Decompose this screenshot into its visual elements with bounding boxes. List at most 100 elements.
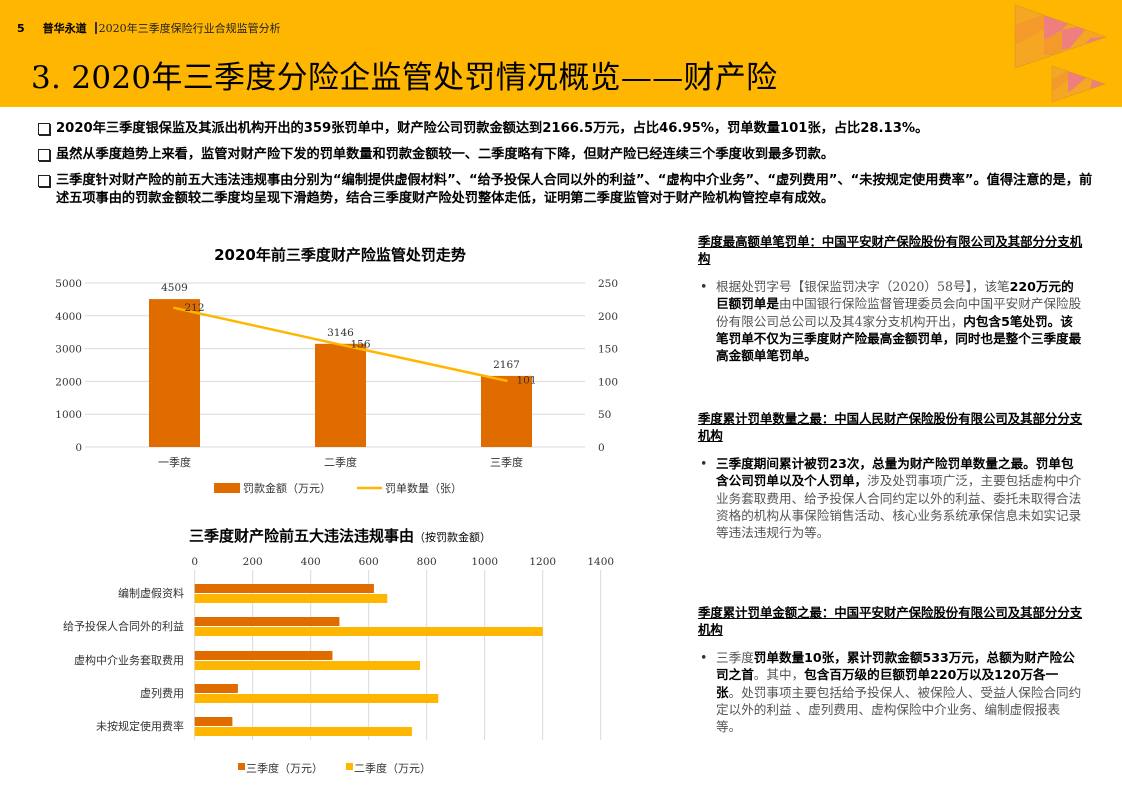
trend-chart: 0 0 1000 50 2000 100 3000 150 4000 200 5000 250 4509… [55,278,618,495]
x-axis-tick: 1000 [471,556,498,568]
bullet-dot-icon: • [700,650,708,665]
violation-bar-chart: 0 200 400 600 800 1000 1200 1400 编制虚假资料给予投保人合同外的… [63,556,614,775]
q3-bar [194,717,233,726]
category-label: 未按规定使用费率 [96,719,184,733]
bar-data-label: 3146 [327,327,354,339]
emphasis-text: 内包含5笔处罚。该笔罚单不仅为三季度财产险最高金额罚单，同时也是整个三季度最高金… [716,313,1082,364]
section-body: • 根据处罚字号【银保监罚决字（2020）58号】，该笔220万元的巨额罚单是由中… [698,278,1083,364]
q3-bar [194,651,333,660]
header-meta: 5 普华永道 2020年三季度保险行业合规监管分析 [17,20,281,36]
legend-label: 二季度（万元） [354,761,431,775]
left-axis-tick: 0 [75,442,82,454]
highest-single-fine-section: 季度最高额单笔罚单：中国平安财产保险股份有限公司及其部分分支机构 • 根据处罚字号… [698,233,1083,364]
violation-chart-subtitle: （按罚款金额） [414,531,491,544]
q2-bar [194,627,543,636]
section-heading: 季度最高额单笔罚单：中国平安财产保险股份有限公司及其部分分支机构 [698,234,1083,266]
legend-q2-swatch-icon [346,763,353,770]
summary-bullet: 2020年三季度银保监及其派出机构开出的359张罚单中，财产险公司罚款金额达到2… [38,120,1098,138]
report-subtitle: 2020年三季度保险行业合规监管分析 [98,22,281,35]
category-label: 一季度 [158,455,191,469]
body-text: 。处罚事项主要包括给予投保人、被保险人、受益人保险合同约定以外的利益 、虚列费用… [716,684,1082,735]
section-body: • 三季度期间累计被罚23次，总量为财产险罚单数量之最。罚单包含公司罚单以及个人罚… [698,455,1083,541]
left-axis-tick: 1000 [55,409,82,421]
section-heading: 季度累计罚单金额之最：中国平安财产保险股份有限公司及其部分分支机构 [698,605,1083,637]
checkbox-square-icon [38,149,50,161]
emphasis-text: 包含百万级的巨额罚单220万以及120万各一张 [716,667,1059,700]
emphasis-text: 三季度期间累计被罚23次，总量为财产险罚单数量之最。罚单包含公司罚单以及个人罚单… [716,456,1074,489]
right-axis-tick: 200 [598,311,618,323]
section-text: 三季度期间累计被罚23次，总量为财产险罚单数量之最。罚单包含公司罚单以及个人罚单… [716,456,1081,540]
bullet-text: 虽然从季度趋势上来看，监管对财产险下发的罚单数量和罚款金额较一、二季度略有下降，… [56,147,835,162]
body-text: 由中国银行保险监督管理委员会向中国平安财产保险股份有限公司总公司以及其4家分支机… [716,296,1082,329]
right-axis-tick: 150 [598,344,618,356]
page-number: 5 [17,21,25,35]
legend-label: 罚款金额（万元） [243,481,331,495]
legend-q3-swatch-icon [238,763,245,770]
summary-bullets: 2020年三季度银保监及其派出机构开出的359张罚单中，财产险公司罚款金额达到2… [38,120,1098,216]
section-text: 根据处罚字号【银保监罚决字（2020）58号】，该笔220万元的巨额罚单是由中国… [716,279,1081,363]
most-fines-count-section: 季度累计罚单数量之最：中国人民财产保险股份有限公司及其部分分支机构 • 三季度期间… [698,410,1083,541]
q3-bar [194,617,340,626]
bullet-dot-icon: • [700,456,708,471]
emphasis-text: 220万元的巨额罚单是 [716,279,1074,312]
checkbox-square-icon [38,123,50,135]
bullet-dot-icon: • [700,279,708,294]
category-label: 编制虚假资料 [118,586,184,600]
line-data-label: 156 [351,339,371,351]
summary-bullet: 三季度针对财产险的前五大违法违规事由分别为“编制提供虚假材料”、“给予投保人合同… [38,172,1098,208]
q2-bar [194,661,421,670]
category-label: 虚列费用 [140,686,184,700]
right-axis-tick: 50 [598,409,611,421]
category-label: 给予投保人合同外的利益 [63,619,184,633]
body-text: 三季度 [716,650,754,665]
x-axis-tick: 600 [359,556,379,568]
x-axis-tick: 1400 [587,556,614,568]
page-title: 3. 2020年三季度分险企监管处罚情况概览——财产险 [31,60,778,96]
bullet-text: 2020年三季度银保监及其派出机构开出的359张罚单中，财产险公司罚款金额达到2… [56,121,929,136]
bar-data-label: 2167 [493,359,520,371]
x-axis-tick: 800 [417,556,437,568]
brand-name: 普华永道 [42,22,87,35]
line-data-label: 101 [517,375,537,387]
violation-chart-title-main: 三季度财产险前五大违法违规事由 [188,527,414,545]
decorative-triangles-icon [1014,4,1107,103]
q2-bar [194,727,412,736]
q3-bar [194,684,238,693]
body-text: 。其中， [753,667,805,683]
fine-amount-bar [149,299,200,447]
fine-amount-bar [315,343,366,447]
right-axis-tick: 0 [598,442,605,454]
line-data-label: 212 [185,302,205,314]
header-divider [94,22,97,34]
checkbox-square-icon [38,175,50,187]
body-text: 根据处罚字号【银保监罚决字（2020）58号】，该笔 [716,279,1010,294]
left-axis-tick: 4000 [55,311,82,323]
fine-count-line [173,306,508,382]
body-text: 涉及处罚事项广泛，主要包括虚构中介业务套取费用、给予投保人合同约定以外的利益、委… [716,473,1082,541]
left-axis-tick: 2000 [55,376,82,388]
category-label: 三季度 [490,455,523,469]
header-banner: 5 普华永道 2020年三季度保险行业合规监管分析 3. 2020年三季度分险企… [0,0,1122,107]
x-axis-tick: 1200 [529,556,556,568]
section-body: • 三季度罚单数量10张，累计罚款金额533万元，总额为财产险公司之首。其中，包含… [698,649,1083,735]
legend-label: 罚单数量（张） [385,482,462,495]
trend-chart-title: 2020年前三季度财产险监管处罚走势 [214,246,466,264]
category-label: 虚构中介业务套取费用 [74,653,184,667]
q2-bar [194,694,439,703]
q3-bar [194,584,374,593]
emphasis-text: 罚单数量10张，累计罚款金额533万元，总额为财产险公司之首 [716,650,1075,683]
category-label: 二季度 [324,455,357,469]
most-fines-amount-section: 季度累计罚单金额之最：中国平安财产保险股份有限公司及其部分分支机构 • 三季度罚单… [698,604,1083,735]
summary-bullet: 虽然从季度趋势上来看，监管对财产险下发的罚单数量和罚款金额较一、二季度略有下降，… [38,146,1098,164]
bar-data-label: 4509 [161,282,188,294]
section-text: 三季度罚单数量10张，累计罚款金额533万元，总额为财产险公司之首。其中，包含百… [716,650,1081,734]
x-axis-tick: 400 [301,556,321,568]
q2-bar [194,594,388,603]
fine-amount-bar [481,375,532,447]
right-axis-tick: 100 [598,376,618,388]
right-axis-tick: 250 [598,278,618,290]
left-axis-tick: 5000 [55,278,82,290]
left-axis-tick: 3000 [55,344,82,356]
bullet-text: 三季度针对财产险的前五大违法违规事由分别为“编制提供虚假材料”、“给予投保人合同… [56,173,1093,206]
x-axis-tick: 0 [191,556,198,568]
